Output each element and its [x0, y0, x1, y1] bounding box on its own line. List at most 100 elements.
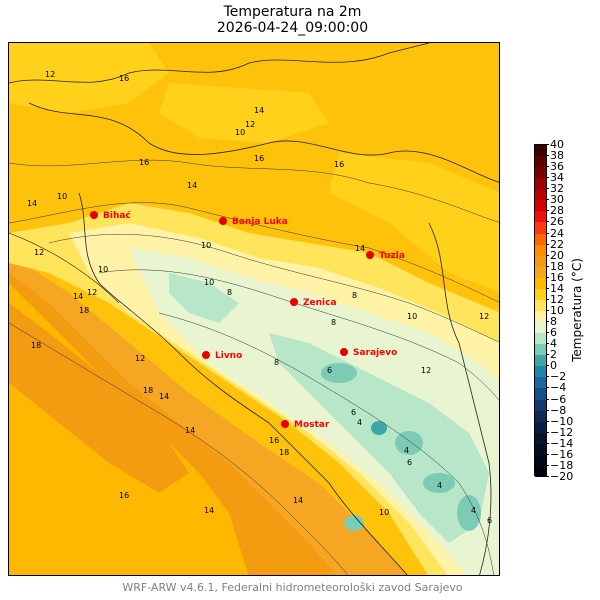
colorbar-tick-label: 20 [546, 248, 564, 262]
contour-label: 18 [279, 448, 289, 457]
city-label-mostar: Mostar [294, 420, 330, 430]
contour-label: 8 [227, 288, 232, 297]
colorbar-segment [535, 311, 546, 323]
colorbar-segment [535, 222, 546, 235]
city-label-livno: Livno [215, 351, 242, 361]
colorbar-segment [535, 156, 546, 168]
contour-label: 18 [79, 306, 89, 315]
colorbar-tick-label: −18 [545, 458, 574, 472]
contour-label: 16 [119, 491, 129, 500]
coastline [9, 232, 120, 304]
colorbar-tick-label: 24 [546, 226, 564, 240]
zone-18-islands [9, 303, 189, 493]
colorbar-segment [535, 443, 546, 456]
colorbar-tick-label: 10 [546, 304, 564, 317]
colorbar-segment [535, 288, 546, 301]
city-marker-banja-luka [219, 217, 227, 225]
zone-4-patch-2 [395, 431, 423, 455]
colorbar-tick-label: −2 [545, 370, 567, 384]
contour-label: 18 [31, 341, 41, 350]
contour-label: 8 [274, 358, 279, 367]
colorbar-segment [535, 277, 546, 290]
zone-4-patch-1 [321, 363, 357, 383]
city-label-sarajevo: Sarajevo [353, 348, 397, 358]
colorbar-tick-label: 32 [546, 182, 564, 196]
border-north [9, 43, 430, 84]
colorbar-tick-label: 16 [546, 270, 564, 284]
colorbar-tick-label: −8 [545, 403, 567, 417]
zone-4-patch-5 [344, 515, 364, 531]
colorbar-segment [535, 421, 546, 434]
colorbar-tick-label: 28 [546, 204, 564, 218]
contour-label: 12 [245, 120, 255, 129]
contour-label: 14 [185, 426, 195, 435]
colorbar-segment [535, 465, 546, 478]
city-marker-livno [202, 351, 210, 359]
colorbar-segment [535, 145, 546, 157]
city-marker-bihac [90, 211, 98, 219]
colorbar-segment [535, 255, 546, 268]
colorbar-segment [535, 388, 546, 401]
contour-label: 10 [204, 278, 214, 287]
contour-label: 4 [404, 446, 409, 455]
contour-label: 14 [159, 392, 169, 401]
contour-label: 14 [355, 244, 365, 253]
zone-4-patch-4 [457, 495, 481, 531]
city-label-banja-luka: Banja Luka [232, 217, 288, 227]
city-label-bihac: Bihać [103, 210, 131, 221]
contour-label: 12 [34, 248, 44, 257]
contour-label: 10 [407, 312, 417, 321]
colorbar-tick-label: −14 [545, 436, 574, 450]
city-label-zenica: Zenica [303, 298, 337, 308]
colorbar-tick-label: 18 [546, 259, 564, 273]
contour-label: 10 [98, 265, 108, 274]
colorbar-segment [535, 410, 546, 423]
colorbar-segment [535, 178, 546, 190]
contour-label: 14 [187, 181, 197, 190]
colorbar-tick-label: 12 [546, 292, 564, 306]
colorbar-segment [535, 333, 546, 345]
contour-label: 18 [143, 386, 153, 395]
colorbar-segment [535, 167, 546, 179]
contour-label: 4 [357, 418, 362, 427]
colorbar-tick-label: 14 [546, 281, 564, 295]
contour-label: 10 [235, 128, 245, 137]
colorbar-segment [535, 355, 546, 367]
colorbar-segment [535, 200, 546, 212]
colorbar-segment [535, 189, 546, 201]
city-markers: Bihać Banja Luka Tuzla Zenica Livno Sara… [90, 210, 405, 430]
colorbar-tick-label: −6 [545, 392, 567, 406]
zone-4-patch-3 [423, 473, 455, 493]
border-east [428, 222, 492, 575]
city-marker-sarajevo [340, 348, 348, 356]
colorbar-tick-label: 34 [546, 171, 564, 185]
border-sava [28, 102, 499, 183]
colorbar-tick-label: 2 [546, 348, 557, 362]
contour-label: 16 [269, 436, 279, 445]
colorbar-tick-label: 36 [546, 160, 564, 174]
colorbar-segment [535, 299, 546, 312]
colorbar-label: Temperatura (°C) [570, 258, 584, 362]
zone-14-north [9, 43, 169, 113]
contour-label-group: 12 16 14 12 10 16 16 16 14 10 14 12 10 1… [27, 70, 492, 525]
contour-label: 16 [334, 160, 344, 169]
colorbar-segment [535, 344, 546, 356]
contour-label: 10 [201, 241, 211, 250]
colorbar-segment [535, 399, 546, 412]
contour-label: 12 [479, 312, 489, 321]
colorbar-segment [535, 366, 546, 378]
colorbar-tick-label: 22 [546, 237, 564, 251]
colorbar-segment [535, 322, 546, 334]
border-southwest [78, 192, 408, 575]
colorbar-segment [535, 244, 546, 257]
contour-label: 6 [327, 366, 332, 375]
contour-label: 14 [204, 506, 214, 515]
colorbar-tick-label: 6 [546, 326, 557, 340]
temperature-map: 12 16 14 12 10 16 16 16 14 10 14 12 10 1… [8, 42, 500, 576]
colorbar-segment [535, 233, 546, 246]
contour-label: 16 [254, 154, 264, 163]
contour-label: 12 [45, 70, 55, 79]
contour-label: 8 [352, 291, 357, 300]
city-marker-tuzla [366, 251, 374, 259]
city-marker-zenica [290, 298, 298, 306]
